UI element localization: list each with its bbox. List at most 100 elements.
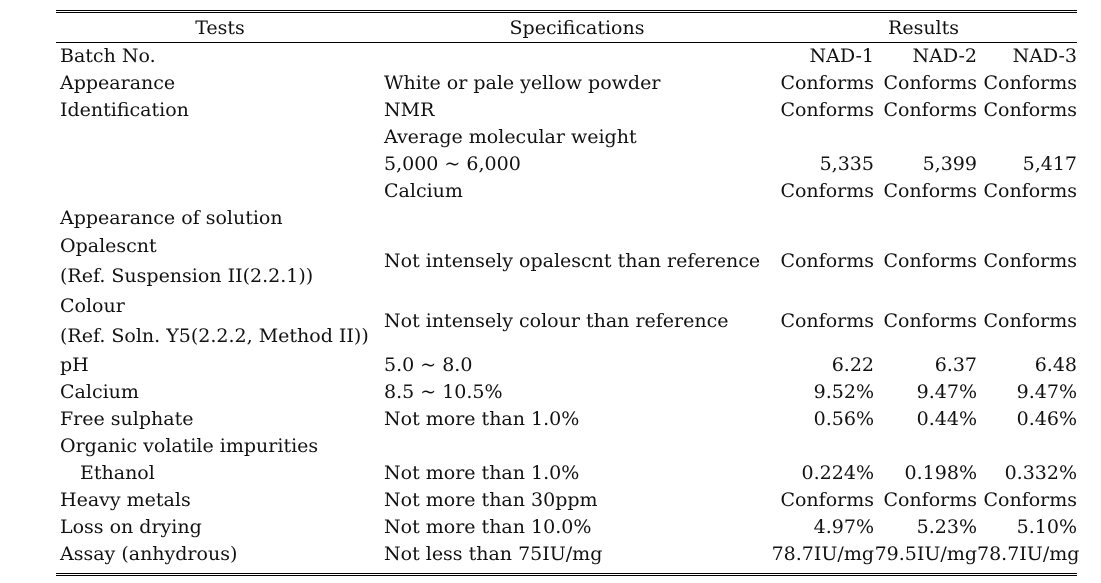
- result-cell-1: [770, 123, 874, 150]
- result-cell-2: [874, 123, 977, 150]
- table-row: Ethanol Not more than 1.0% 0.224% 0.198%…: [56, 459, 1077, 486]
- colour-result-2: Conforms: [883, 310, 977, 332]
- test-cell: [56, 177, 384, 204]
- result-cell-1: [770, 432, 874, 459]
- result-cell-3: Conforms: [983, 179, 1078, 202]
- header-results: Results: [888, 17, 960, 39]
- result-cell-1: Conforms: [780, 179, 874, 202]
- opalescence-test-cell: Opalescnt (Ref. Suspension II(2.2.1)): [56, 231, 384, 291]
- batch-spec: [384, 42, 770, 69]
- result-cell-1: Conforms: [780, 71, 874, 94]
- table-row: Appearance of solution: [56, 204, 1077, 231]
- spec-cell: [384, 432, 770, 459]
- result-cell-3: Conforms: [983, 488, 1078, 511]
- spec-cell: [384, 204, 770, 231]
- table-row: Average molecular weight: [56, 123, 1077, 150]
- opalescence-spec: Not intensely opalescnt than reference: [384, 250, 761, 272]
- result-cell-2: [874, 204, 977, 231]
- spec-cell: 5.0 ~ 8.0: [384, 353, 473, 376]
- result-cell-2: Conforms: [883, 488, 977, 511]
- specification-table: Tests Specifications Results Batch No. N…: [56, 14, 1080, 567]
- colour-test-name: Colour: [60, 295, 125, 317]
- result-cell-1: 4.97%: [813, 515, 874, 538]
- result-cell-2: 9.47%: [916, 380, 977, 403]
- batch-id-1: NAD-1: [809, 44, 874, 67]
- result-cell-1: 0.224%: [801, 461, 874, 484]
- opalescence-test-name: Opalescnt: [60, 235, 157, 257]
- result-cell-1: 5,335: [819, 152, 874, 175]
- header-rule: [56, 42, 1077, 43]
- test-cell: Appearance: [60, 71, 176, 94]
- test-cell: Identification: [60, 98, 189, 121]
- result-cell-2: 5,399: [922, 152, 977, 175]
- spec-cell: Not less than 75IU/mg: [384, 542, 603, 565]
- table-row: Assay (anhydrous) Not less than 75IU/mg …: [56, 540, 1080, 567]
- table-row: Calcium 8.5 ~ 10.5% 9.52% 9.47% 9.47%: [56, 378, 1077, 405]
- table-row: pH 5.0 ~ 8.0 6.22 6.37 6.48: [56, 351, 1077, 378]
- result-cell-2: Conforms: [883, 179, 977, 202]
- spec-cell: Average molecular weight: [384, 125, 637, 148]
- spec-cell: Not more than 1.0%: [384, 407, 580, 430]
- result-cell-1: 0.56%: [813, 407, 874, 430]
- test-cell: Assay (anhydrous): [60, 542, 238, 565]
- result-cell-3: 5,417: [1022, 152, 1078, 175]
- result-cell-3: Conforms: [983, 71, 1078, 94]
- table-row: Appearance White or pale yellow powder C…: [56, 69, 1077, 96]
- table-row: Organic volatile impurities: [56, 432, 1077, 459]
- result-cell-1: 9.52%: [813, 380, 874, 403]
- result-cell-2: [874, 432, 977, 459]
- table-row: Calcium Conforms Conforms Conforms: [56, 177, 1077, 204]
- batch-id-3: NAD-3: [1012, 44, 1078, 67]
- test-cell: Loss on drying: [60, 515, 202, 538]
- spec-cell: Not more than 1.0%: [384, 461, 580, 484]
- spec-cell: Calcium: [384, 179, 463, 202]
- test-cell: Heavy metals: [60, 488, 191, 511]
- table-row: Free sulphate Not more than 1.0% 0.56% 0…: [56, 405, 1077, 432]
- batch-label: Batch No.: [60, 44, 156, 67]
- result-cell-2: Conforms: [883, 98, 977, 121]
- result-cell-1: 78.7IU/mg: [771, 542, 874, 565]
- test-cell: [56, 150, 384, 177]
- result-cell-3: 6.48: [1034, 353, 1078, 376]
- result-cell-3: 0.46%: [1016, 407, 1078, 430]
- colour-row: Colour (Ref. Soln. Y5(2.2.2, Method II))…: [56, 291, 1077, 351]
- opalescence-test-ref: (Ref. Suspension II(2.2.1)): [60, 265, 314, 287]
- result-cell-2: 0.198%: [904, 461, 977, 484]
- result-cell-3: [977, 204, 1077, 231]
- table-row: 5,000 ~ 6,000 5,335 5,399 5,417: [56, 150, 1077, 177]
- spec-cell: NMR: [384, 98, 435, 121]
- result-cell-3: 78.7IU/mg: [977, 542, 1080, 565]
- result-cell-1: Conforms: [780, 488, 874, 511]
- test-cell: pH: [60, 353, 89, 376]
- table-row: Heavy metals Not more than 30ppm Conform…: [56, 486, 1077, 513]
- result-cell-2: 79.5IU/mg: [874, 542, 977, 565]
- colour-spec: Not intensely colour than reference: [384, 310, 729, 332]
- header-specifications: Specifications: [509, 17, 645, 39]
- test-cell: Organic volatile impurities: [60, 434, 319, 457]
- result-cell-3: [977, 432, 1077, 459]
- result-cell-2: 5.23%: [916, 515, 977, 538]
- result-cell-2: 6.37: [934, 353, 977, 376]
- spec-cell: Not more than 10.0%: [384, 515, 592, 538]
- result-cell-3: Conforms: [983, 98, 1078, 121]
- test-cell: Calcium: [60, 380, 139, 403]
- table-row: Loss on drying Not more than 10.0% 4.97%…: [56, 513, 1077, 540]
- spec-cell: White or pale yellow powder: [384, 71, 661, 94]
- spec-cell: Not more than 30ppm: [384, 488, 598, 511]
- result-cell-2: Conforms: [883, 71, 977, 94]
- batch-row: Batch No. NAD-1 NAD-2 NAD-3: [56, 42, 1077, 69]
- opalescence-result-3: Conforms: [983, 250, 1078, 272]
- test-cell: Ethanol: [80, 461, 155, 484]
- opalescence-result-2: Conforms: [883, 250, 977, 272]
- result-cell-3: 9.47%: [1016, 380, 1078, 403]
- spec-cell: 8.5 ~ 10.5%: [384, 380, 503, 403]
- colour-result-1: Conforms: [780, 310, 874, 332]
- result-cell-1: Conforms: [780, 98, 874, 121]
- header-tests: Tests: [195, 17, 245, 39]
- opalescence-row: Opalescnt (Ref. Suspension II(2.2.1)) No…: [56, 231, 1077, 291]
- header-row: Tests Specifications Results: [56, 14, 1077, 42]
- batch-id-2: NAD-2: [912, 44, 977, 67]
- table-row: Identification NMR Conforms Conforms Con…: [56, 96, 1077, 123]
- colour-test-cell: Colour (Ref. Soln. Y5(2.2.2, Method II)): [56, 291, 384, 351]
- spec-cell: 5,000 ~ 6,000: [384, 152, 521, 175]
